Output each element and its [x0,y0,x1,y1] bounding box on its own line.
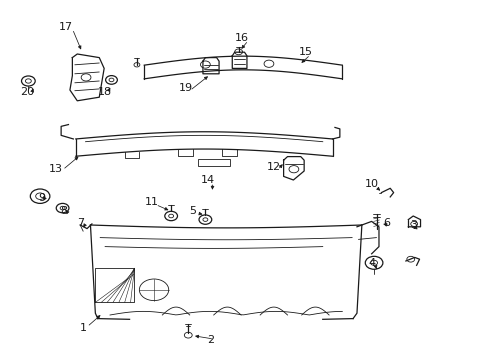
Text: 7: 7 [77,218,84,228]
Text: 9: 9 [38,193,45,203]
Text: 20: 20 [20,87,34,97]
Text: 2: 2 [206,335,213,345]
Text: 19: 19 [179,83,192,93]
Text: 11: 11 [144,197,158,207]
Text: 8: 8 [60,206,67,216]
Text: 14: 14 [201,175,214,185]
Text: 18: 18 [98,87,112,97]
Text: 15: 15 [298,47,312,57]
Text: 1: 1 [80,323,86,333]
Text: 10: 10 [364,179,378,189]
Bar [198,159,229,166]
Text: 4: 4 [367,258,374,268]
Text: 3: 3 [409,220,416,230]
Text: 5: 5 [189,206,196,216]
Text: 6: 6 [382,218,389,228]
Text: 12: 12 [266,162,280,172]
Text: 16: 16 [235,33,248,43]
Text: 13: 13 [49,164,63,174]
Text: 17: 17 [59,22,73,32]
